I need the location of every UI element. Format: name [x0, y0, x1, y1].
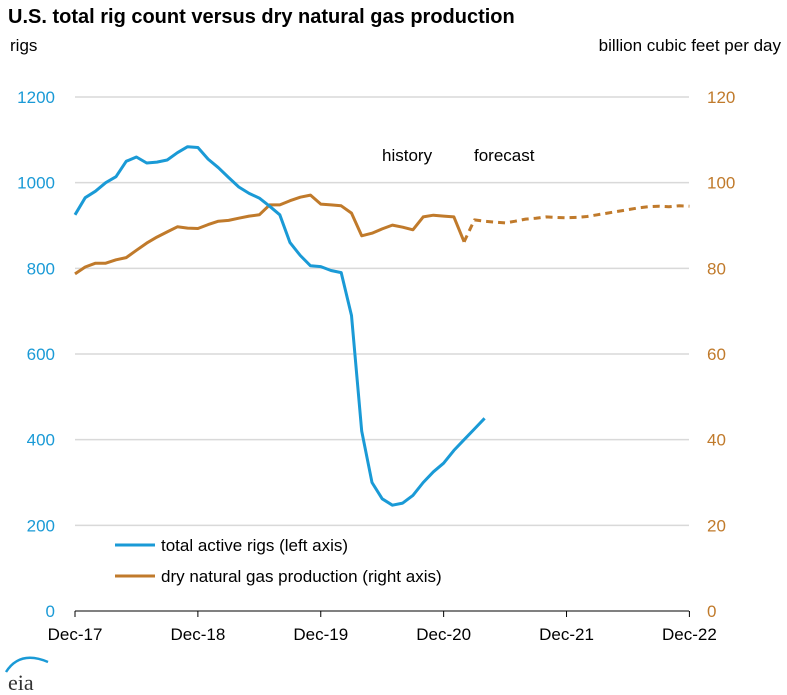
x-tick-label: Dec-20 — [416, 625, 471, 644]
left-tick-label: 0 — [46, 602, 55, 621]
legend-label-gas: dry natural gas production (right axis) — [161, 567, 442, 586]
annotation-history: history — [382, 146, 433, 165]
left-tick-label: 1000 — [17, 174, 55, 193]
gas-forecast-line — [462, 204, 690, 243]
right-tick-label: 60 — [707, 345, 726, 364]
left-axis-label: rigs — [10, 36, 37, 55]
right-axis-label: billion cubic feet per day — [599, 36, 782, 55]
svg-text:eia: eia — [8, 670, 34, 695]
left-tick-label: 600 — [27, 345, 55, 364]
left-tick-label: 800 — [27, 259, 55, 278]
x-tick-label: Dec-21 — [539, 625, 594, 644]
x-tick-label: Dec-18 — [170, 625, 225, 644]
left-tick-label: 200 — [27, 516, 55, 535]
chart-title: U.S. total rig count versus dry natural … — [8, 6, 515, 28]
right-tick-label: 100 — [707, 174, 735, 193]
series-lines — [73, 145, 690, 507]
left-tick-label: 1200 — [17, 88, 55, 107]
right-tick-label: 120 — [707, 88, 735, 107]
annotation-forecast: forecast — [474, 146, 535, 165]
gridlines — [75, 96, 689, 612]
x-tick-label: Dec-17 — [48, 625, 103, 644]
legend-label-rigs: total active rigs (left axis) — [161, 536, 348, 555]
legend: total active rigs (left axis) dry natura… — [115, 536, 442, 586]
right-tick-label: 40 — [707, 431, 726, 450]
axis-ticks: 0 0 200 20 400 40 600 60 800 80 1000 100 1200 120 Dec-… — [17, 88, 735, 644]
left-tick-label: 400 — [27, 431, 55, 450]
right-tick-label: 80 — [707, 259, 726, 278]
x-tick-label: Dec-19 — [293, 625, 348, 644]
x-tick-label: Dec-22 — [662, 625, 717, 644]
right-tick-label: 20 — [707, 516, 726, 535]
eia-logo: eia — [4, 656, 49, 695]
right-tick-label: 0 — [707, 602, 716, 621]
rigs-line — [73, 145, 486, 507]
